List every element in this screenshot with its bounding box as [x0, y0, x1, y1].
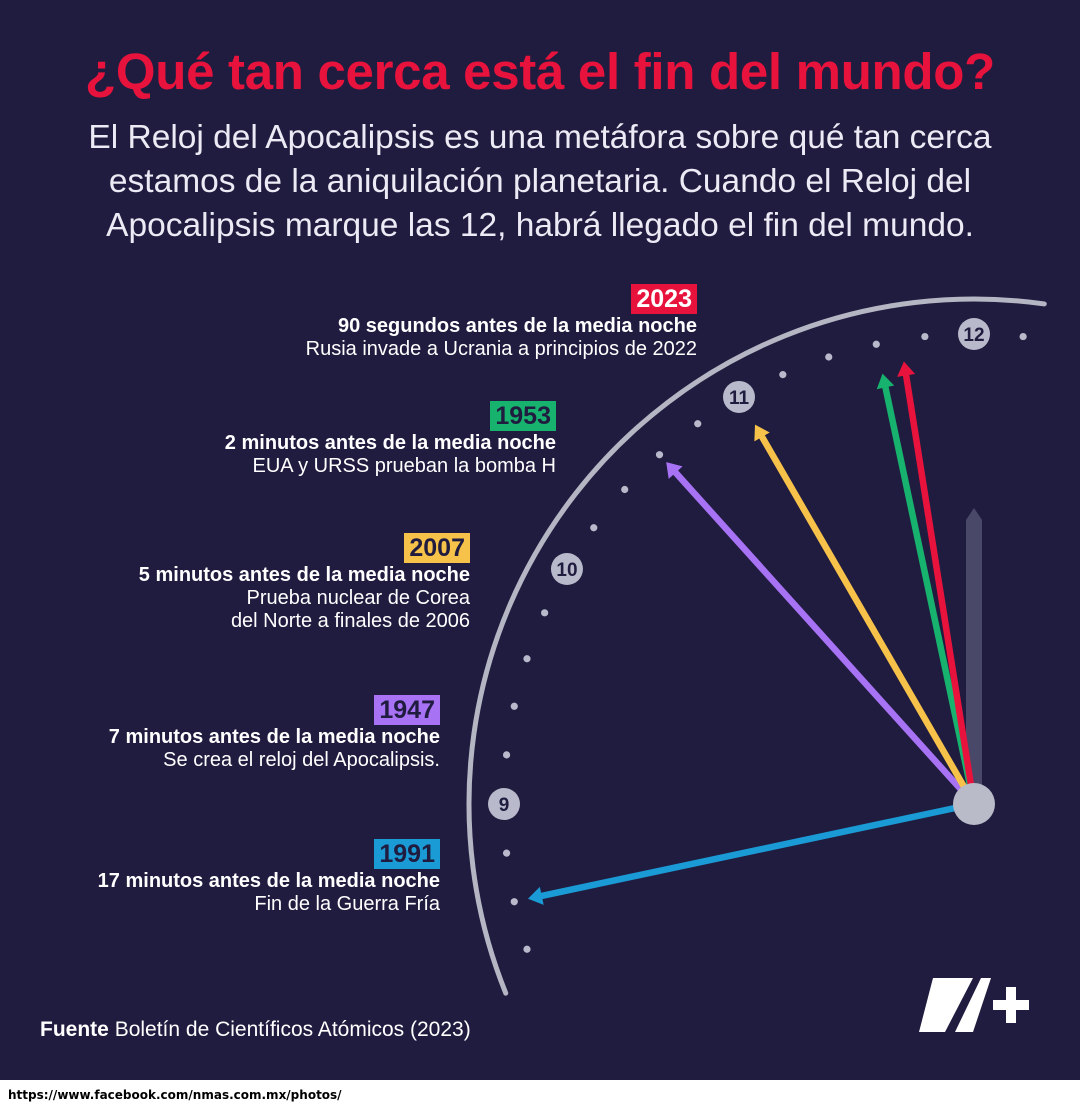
hour-label: 9: [499, 795, 510, 816]
minute-dot: [694, 420, 702, 428]
source-text: Boletín de Científicos Atómicos (2023): [114, 1018, 471, 1041]
minute-dot: [779, 371, 787, 379]
event-description: Rusia invade a Ucrania a principios de 2…: [305, 338, 697, 360]
doomsday-clock: 12 11 10 9: [466, 296, 1047, 996]
event-description: EUA y URSS prueban la bomba H: [252, 455, 557, 477]
minute-dot: [590, 524, 598, 532]
event-description: Se crea el reloj del Apocalipsis.: [163, 749, 440, 771]
hour-label: 12: [963, 325, 984, 346]
minute-dot: [502, 751, 511, 759]
intro-line: estamos de la aniquilación planetaria. C…: [108, 163, 972, 200]
clock-rim: [466, 296, 1047, 996]
event-1953: 1953 2 minutos antes de la media noche E…: [225, 401, 556, 478]
hour-marker: [958, 318, 990, 350]
minute-dot: [825, 353, 833, 361]
hour-hand: [966, 508, 982, 794]
minute-dot: [523, 655, 531, 663]
hour-label: 10: [556, 560, 577, 581]
event-headline: 17 minutos antes de la media noche: [97, 870, 440, 892]
hour-marker: [723, 380, 755, 413]
minute-dot: [621, 485, 629, 494]
minute-hand-1953: [881, 380, 978, 805]
year-badge-2023: 2023: [631, 284, 697, 314]
url-strip: https://www.facebook.com/nmas.com.mx/pho…: [0, 1080, 1080, 1112]
hand-tip-1947: [666, 462, 683, 479]
minute-hand-1991: [535, 800, 975, 901]
event-description: Fin de la Guerra Fría: [254, 893, 440, 915]
clock-center: [953, 783, 995, 825]
event-2023: 2023 90 segundos antes de la media noche…: [306, 284, 697, 361]
intro-line: Apocalipsis marque las 12, habrá llegado…: [106, 207, 974, 244]
minute-hand-2023: [901, 368, 978, 805]
nmas-logo: [919, 978, 1029, 1032]
source-note: Fuente Boletín de Científicos Atómicos (…: [40, 1016, 471, 1044]
minute-hand-2007: [756, 429, 977, 806]
year-badge-1991: 1991: [374, 839, 440, 869]
year-badge-1947: 1947: [374, 695, 440, 725]
event-headline: 90 segundos antes de la media noche: [337, 315, 697, 337]
hour-marker: [488, 788, 520, 820]
event-2007: 2007 5 minutos antes de la media noche P…: [139, 533, 470, 633]
source-label: Fuente: [40, 1018, 109, 1041]
minute-dot: [872, 340, 880, 348]
page-title: ¿Qué tan cerca está el fin del mundo?: [85, 43, 995, 100]
hour-marker: [550, 553, 583, 585]
year-badge-2007: 2007: [404, 533, 470, 563]
event-headline: 5 minutos antes de la media noche: [138, 564, 470, 586]
event-headline: 2 minutos antes de la media noche: [224, 432, 556, 454]
hand-tip-1953: [876, 373, 895, 390]
intro-line: El Reloj del Apocalipsis es una metáfora…: [88, 119, 992, 156]
event-1947: 1947 7 minutos antes de la media noche S…: [109, 695, 440, 772]
hand-tip-1991: [527, 886, 544, 905]
source-url: https://www.facebook.com/nmas.com.mx/pho…: [8, 1088, 342, 1102]
event-headline: 7 minutos antes de la media noche: [108, 726, 440, 748]
event-description: Prueba nuclear de Corea del Norte a final…: [230, 587, 470, 632]
minute-dot: [921, 332, 929, 341]
minute-dot: [1019, 332, 1027, 341]
event-1991: 1991 17 minutos antes de la media noche …: [98, 839, 440, 916]
hour-label: 11: [729, 388, 750, 409]
infographic: ¿Qué tan cerca está el fin del mundo? El…: [0, 0, 1080, 1080]
hand-tip-2023: [897, 361, 916, 377]
minute-dot: [510, 702, 518, 710]
intro-text: El Reloj del Apocalipsis es una metáfora…: [20, 116, 1060, 248]
minute-hand-1947: [669, 465, 977, 807]
minute-dot: [510, 898, 518, 906]
minute-dot: [523, 945, 531, 953]
year-badge-1953: 1953: [490, 401, 556, 431]
hand-tip-2007: [754, 424, 770, 442]
minute-dot: [541, 609, 549, 617]
minute-dot: [502, 849, 511, 857]
minute-dot: [655, 451, 664, 459]
